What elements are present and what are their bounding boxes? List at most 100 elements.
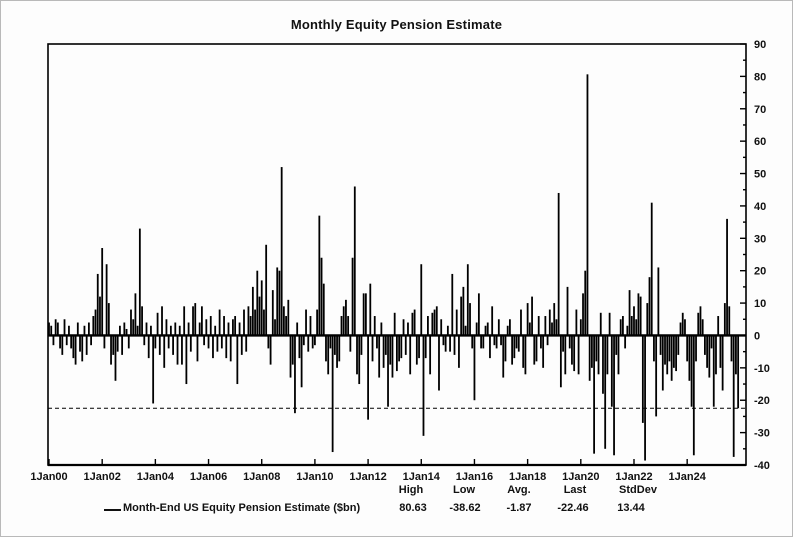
x-tick-label: 1Jan18	[509, 471, 546, 481]
bar	[87, 322, 90, 336]
bar	[415, 335, 418, 365]
bar	[63, 319, 66, 336]
bar	[136, 325, 139, 336]
bar	[575, 309, 578, 336]
bar	[249, 316, 252, 336]
bar	[675, 335, 677, 372]
bar	[130, 309, 132, 336]
bar	[431, 312, 434, 336]
bar	[263, 309, 265, 336]
bar	[54, 319, 57, 336]
bar	[70, 335, 73, 349]
bar	[320, 257, 323, 336]
bar	[735, 335, 737, 375]
stats-value-high: 80.63	[399, 502, 427, 514]
bar	[455, 309, 458, 336]
bar	[650, 202, 653, 336]
bar	[633, 306, 635, 336]
stats-value-stddev: 13.44	[617, 502, 645, 514]
bar	[409, 335, 412, 375]
bar	[307, 335, 310, 352]
bar	[169, 325, 172, 336]
bar	[402, 319, 405, 336]
bar	[517, 335, 520, 352]
bar	[648, 277, 651, 336]
bar	[657, 267, 660, 336]
bar	[391, 335, 394, 378]
bar	[314, 335, 316, 346]
bar	[174, 322, 177, 336]
legend-row: Month-End US Equity Pension Estimate ($b…	[1, 502, 792, 516]
y-tick-label: 20	[754, 266, 766, 278]
bar	[701, 319, 704, 336]
bar	[74, 335, 77, 365]
bar	[393, 312, 396, 336]
x-tick-label: 1Jan04	[137, 471, 175, 481]
bar	[641, 335, 644, 423]
bar	[371, 335, 374, 362]
bar	[597, 335, 600, 375]
bar	[384, 335, 387, 355]
bar	[464, 325, 467, 336]
y-tick-label: 40	[754, 201, 766, 213]
bar	[579, 319, 582, 336]
chart-plot-canvas: 90 80 70 60 50 40 30 20 10 0 -10 -20 -30 -40 1Jan00 1Ja…	[30, 39, 770, 481]
bar	[513, 335, 516, 359]
bar	[398, 335, 401, 362]
bar	[500, 335, 502, 346]
bar	[238, 322, 241, 336]
bar	[411, 312, 414, 336]
bar	[194, 303, 197, 336]
bar	[670, 335, 673, 381]
bar	[433, 309, 436, 336]
bar	[533, 335, 536, 365]
bar	[333, 335, 336, 355]
bar	[655, 335, 658, 417]
bar	[172, 335, 174, 355]
bar	[684, 319, 686, 336]
bar	[453, 335, 456, 355]
bar	[653, 335, 655, 362]
bar	[112, 335, 115, 355]
bar	[260, 280, 263, 336]
bar	[446, 325, 449, 336]
bar	[176, 335, 179, 365]
bar	[528, 322, 531, 336]
bar	[201, 306, 203, 336]
bar	[604, 335, 607, 449]
bar	[189, 335, 192, 352]
bar	[278, 270, 281, 336]
bar	[107, 303, 110, 336]
bar	[427, 316, 429, 336]
bar	[413, 309, 416, 336]
bar	[83, 325, 86, 336]
bar	[728, 306, 731, 336]
bar	[590, 335, 593, 368]
bar	[522, 335, 525, 368]
bar	[537, 316, 540, 336]
bar	[276, 267, 279, 336]
bar	[555, 319, 558, 336]
y-tick-label: 80	[754, 71, 766, 83]
bar	[271, 290, 274, 336]
bar	[418, 335, 420, 359]
stats-value-low: -38.62	[449, 502, 481, 514]
bar	[216, 335, 219, 352]
bar	[353, 186, 356, 336]
bar	[147, 335, 150, 359]
stats-value-last: -22.46	[557, 502, 589, 514]
bar	[664, 335, 666, 365]
bar	[243, 309, 245, 336]
bar	[424, 335, 427, 359]
bar	[59, 335, 61, 349]
bar	[692, 335, 695, 456]
bar	[502, 335, 505, 378]
bar	[602, 335, 604, 394]
bar	[679, 322, 682, 336]
bar	[473, 335, 476, 401]
bar	[613, 335, 615, 456]
bar	[134, 293, 137, 336]
bar	[280, 167, 283, 336]
bar	[535, 335, 538, 362]
bar	[342, 306, 345, 336]
